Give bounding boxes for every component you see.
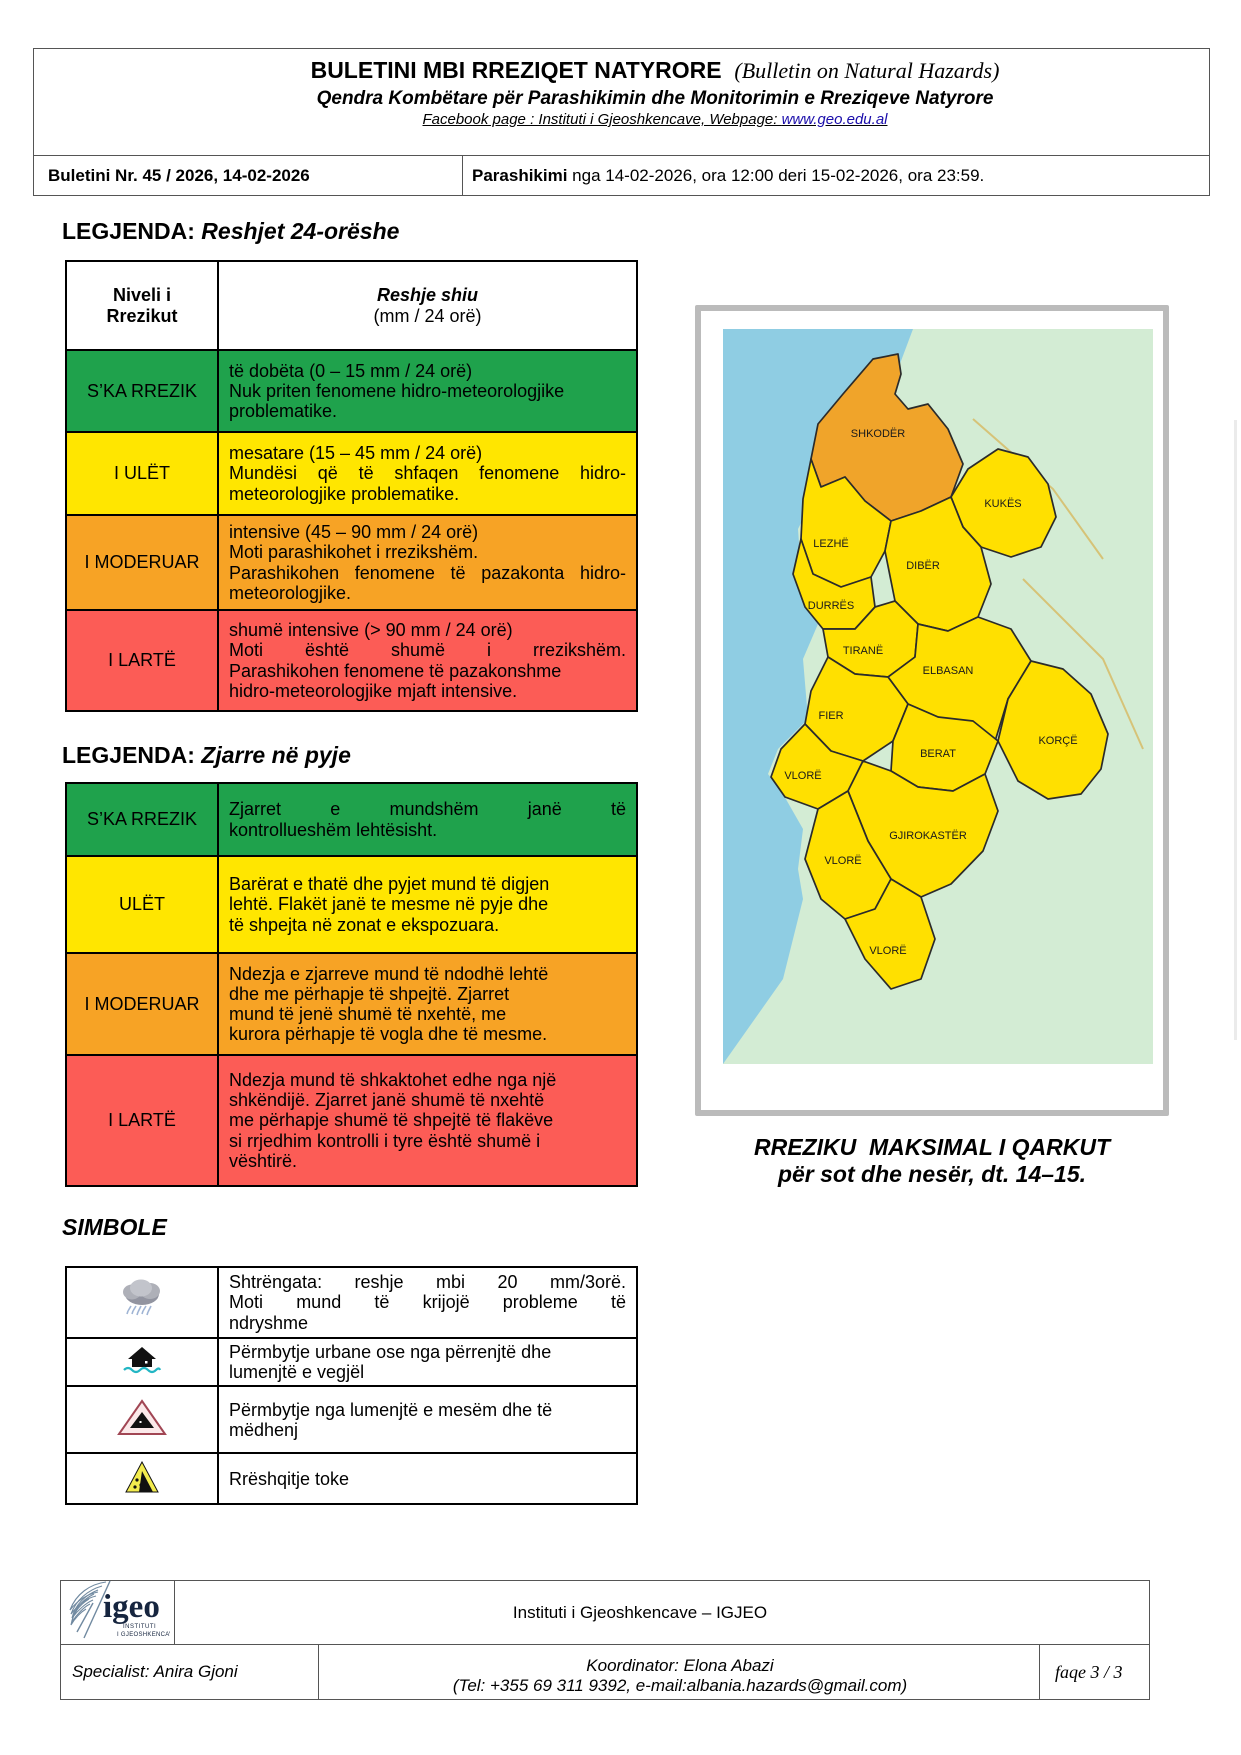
svg-text:DURRËS: DURRËS [808,600,854,612]
svg-text:VLORË: VLORË [869,945,906,957]
svg-text:I GJEOSHKENCAVE: I GJEOSHKENCAVE [117,1632,170,1638]
svg-text:SHKODËR: SHKODËR [851,428,905,440]
svg-text:ELBASAN: ELBASAN [923,665,974,677]
svg-text:KUKËS: KUKËS [984,498,1021,510]
svg-text:DIBËR: DIBËR [906,560,940,572]
svg-text:VLORË: VLORË [824,855,861,867]
svg-text:TIRANË: TIRANË [843,645,883,657]
svg-text:KORÇË: KORÇË [1038,735,1077,747]
svg-text:igeo: igeo [103,1589,160,1625]
svg-text:BERAT: BERAT [920,748,956,760]
svg-text:FIER: FIER [818,710,843,722]
svg-text:LEZHË: LEZHË [813,538,848,550]
svg-text:VLORË: VLORË [784,770,821,782]
svg-text:GJIROKASTËR: GJIROKASTËR [889,830,967,842]
svg-text:INSTITUTI: INSTITUTI [123,1624,156,1630]
